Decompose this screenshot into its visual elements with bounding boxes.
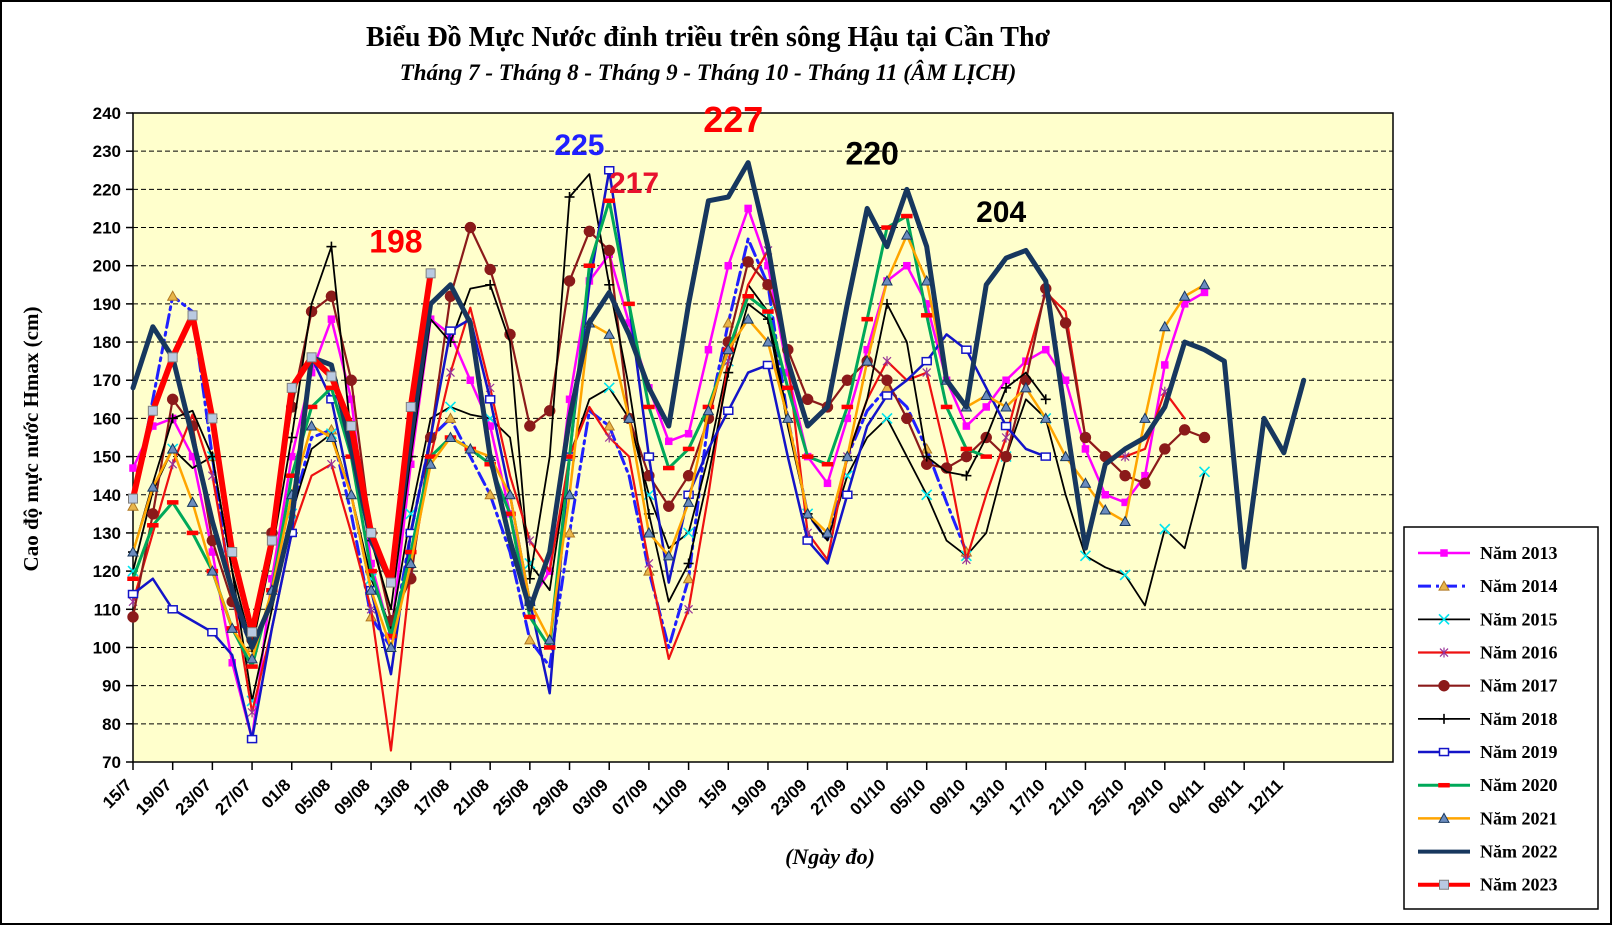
y-tick-label: 140 xyxy=(93,486,121,505)
legend: Năm 2013 Năm 2014 Năm 2015 Năm 2016 Năm 2017… xyxy=(1403,526,1599,910)
x-tick-label: 13/08 xyxy=(370,775,414,819)
x-tick-label: 11/09 xyxy=(649,775,692,818)
annotation-204: 204 xyxy=(976,196,1026,229)
y-tick-label: 100 xyxy=(93,638,121,657)
legend-item-label: Năm 2015 xyxy=(1480,609,1558,629)
legend-item-label: Năm 2017 xyxy=(1480,676,1558,696)
legend-item: Năm 2018 xyxy=(1418,709,1558,729)
x-tick-label: 08/11 xyxy=(1204,775,1247,818)
x-tick-label: 23/07 xyxy=(172,775,216,819)
y-tick-label: 180 xyxy=(93,333,121,352)
x-tick-label: 13/10 xyxy=(965,775,1009,819)
chart-title: Biểu Đồ Mực Nước đỉnh triều trên sông Hậ… xyxy=(366,22,1051,53)
annotation-225: 225 xyxy=(554,129,604,162)
legend-item: Năm 2023 xyxy=(1418,875,1558,895)
x-tick-label: 17/10 xyxy=(1005,775,1049,819)
y-tick-label: 200 xyxy=(93,257,121,276)
y-tick-label: 230 xyxy=(93,142,121,161)
x-tick-label: 19/07 xyxy=(132,775,176,819)
annotation-217: 217 xyxy=(609,167,659,200)
legend-item: Năm 2013 xyxy=(1418,543,1558,563)
y-tick-label: 160 xyxy=(93,409,121,428)
legend-item: Năm 2021 xyxy=(1418,808,1558,828)
x-tick-label: 05/10 xyxy=(886,775,930,819)
legend-item-label: Năm 2019 xyxy=(1480,742,1558,762)
x-tick-label: 03/09 xyxy=(569,775,613,819)
x-tick-label: 15/7 xyxy=(99,775,136,812)
legend-item-label: Năm 2018 xyxy=(1480,709,1558,729)
x-tick-label: 07/09 xyxy=(608,775,652,819)
legend-item: Năm 2014 xyxy=(1418,576,1558,596)
x-tick-label: 09/08 xyxy=(330,775,374,819)
x-tick-label: 27/09 xyxy=(807,775,851,819)
legend-item: Năm 2022 xyxy=(1418,842,1558,862)
annotation-198: 198 xyxy=(369,223,422,259)
y-axis-title: Cao độ mực nước Hmax (cm) xyxy=(19,307,43,572)
y-tick-label: 210 xyxy=(93,219,121,238)
legend-item-label: Năm 2022 xyxy=(1480,842,1558,862)
y-tick-label: 220 xyxy=(93,180,121,199)
series-nam-2022 xyxy=(130,160,1307,650)
legend-item-label: Năm 2020 xyxy=(1480,775,1558,795)
y-tick-label: 150 xyxy=(93,448,121,467)
x-tick-label: 25/10 xyxy=(1084,775,1128,819)
y-tick-label: 90 xyxy=(102,677,121,696)
series-nam-2023 xyxy=(128,268,436,638)
legend-item: Năm 2019 xyxy=(1418,742,1558,762)
legend-item: Năm 2020 xyxy=(1418,775,1558,795)
x-tick-label: 04/11 xyxy=(1164,775,1207,818)
legend-item-label: Năm 2013 xyxy=(1480,543,1558,563)
y-tick-label: 120 xyxy=(93,562,121,581)
x-tick-label: 01/10 xyxy=(846,775,890,819)
x-tick-label: 21/10 xyxy=(1045,775,1089,819)
legend-item: Năm 2015 xyxy=(1418,609,1558,629)
legend-item-label: Năm 2014 xyxy=(1480,576,1558,596)
x-tick-label: 21/08 xyxy=(449,775,493,819)
series-line xyxy=(130,160,1307,650)
chart-subtitle: Tháng 7 - Tháng 8 - Tháng 9 - Tháng 10 -… xyxy=(400,59,1017,85)
x-tick-label: 05/08 xyxy=(291,775,335,819)
x-tick-label: 19/09 xyxy=(727,775,771,819)
annotation-227: 227 xyxy=(703,99,763,140)
legend-item-label: Năm 2023 xyxy=(1480,875,1558,895)
x-tick-label: 25/08 xyxy=(489,775,533,819)
series-line xyxy=(132,283,1206,702)
x-tick-label: 23/09 xyxy=(767,775,811,819)
x-tick-label: 12/11 xyxy=(1244,775,1287,818)
series-line xyxy=(130,270,434,636)
y-tick-label: 170 xyxy=(93,371,121,390)
legend-item-label: Năm 2016 xyxy=(1480,643,1558,663)
series-line xyxy=(132,173,1047,649)
legend-item: Năm 2017 xyxy=(1418,676,1558,696)
x-tick-label: 01/8 xyxy=(258,775,295,812)
y-tick-label: 190 xyxy=(93,295,121,314)
x-tick-label: 17/08 xyxy=(410,775,454,819)
x-axis-title: (Ngày đo) xyxy=(785,844,875,869)
x-tick-label: 09/10 xyxy=(926,775,970,819)
series-line xyxy=(131,169,1048,741)
y-tick-label: 110 xyxy=(94,600,121,619)
y-tick-label: 70 xyxy=(102,753,121,772)
legend-item-label: Năm 2021 xyxy=(1480,808,1558,828)
y-tick-label: 240 xyxy=(93,104,121,123)
annotation-220: 220 xyxy=(845,136,898,172)
x-tick-label: 29/10 xyxy=(1124,775,1168,819)
x-tick-label: 27/07 xyxy=(211,775,255,819)
x-tick-label: 29/08 xyxy=(529,775,573,819)
series-layer xyxy=(127,160,1307,752)
legend-item: Năm 2016 xyxy=(1418,643,1558,663)
x-tick-label: 15/9 xyxy=(694,775,731,812)
y-tick-label: 130 xyxy=(93,524,121,543)
y-tick-label: 80 xyxy=(102,715,121,734)
